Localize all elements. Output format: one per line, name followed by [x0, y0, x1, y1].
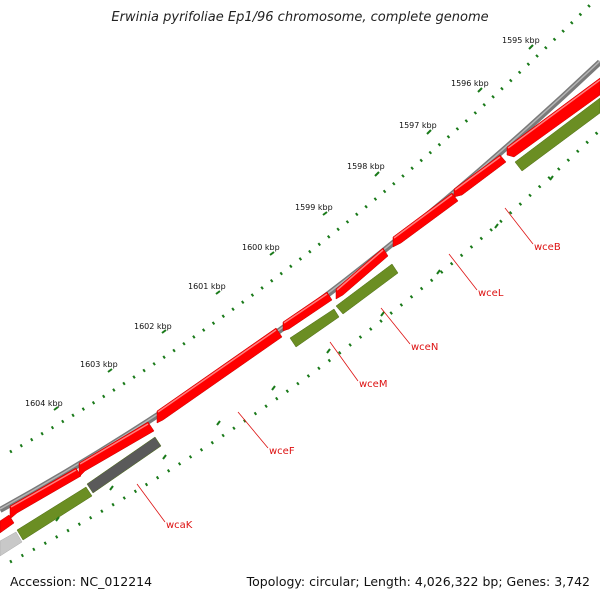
kbp-label-1604: 1604 kbp	[25, 399, 63, 408]
gene-label-wceM: wceM	[359, 379, 387, 390]
kbp-label-1602: 1602 kbp	[134, 322, 172, 331]
gene-edge-fwd	[0, 514, 15, 534]
gene-label-wceF: wceF	[269, 446, 295, 457]
label-leaders	[136, 207, 534, 523]
gene-wcaK-grey	[86, 436, 162, 494]
gene-label-wcaK: wcaK	[166, 520, 193, 531]
map-title: Erwinia pyrifoliae Ep1/96 chromosome, co…	[111, 10, 489, 25]
gene-wceM-part	[282, 291, 333, 332]
gene-label-wceL: wceL	[478, 288, 504, 299]
gene-wceM-rev	[289, 308, 340, 348]
gene-edge-grey	[0, 531, 23, 557]
gene-label-wceB: wceB	[534, 242, 561, 253]
inner-tick-ring	[9, 128, 600, 564]
kbp-label-1603: 1603 kbp	[80, 360, 118, 369]
gene-wceN-rev	[335, 263, 399, 315]
outer-major-ticks	[53, 44, 534, 411]
chromosome-backbone-highlight	[0, 60, 600, 510]
outer-tick-ring	[9, 3, 592, 454]
gene-labels: wceB wceL wceN wceM wceF wcaK	[166, 242, 561, 531]
forward-gene-highlights	[10, 79, 600, 508]
kbp-label-1596: 1596 kbp	[451, 79, 489, 88]
gene-wceB-rev	[514, 97, 600, 172]
gene-wceL	[453, 154, 507, 198]
gene-wceN	[392, 192, 459, 248]
kbp-label-1598: 1598 kbp	[347, 162, 385, 171]
genome-summary-text: Topology: circular; Length: 4,026,322 bp…	[246, 574, 590, 589]
kbp-label-1595: 1595 kbp	[502, 36, 540, 45]
gene-left-fwd	[9, 467, 82, 520]
chromosome-backbone	[0, 59, 600, 513]
gene-left-rev	[16, 486, 93, 541]
gene-label-wceN: wceN	[411, 342, 438, 353]
accession-text: Accession: NC_012214	[10, 574, 153, 589]
kbp-label-1597: 1597 kbp	[399, 121, 437, 130]
gene-wceM-fwd	[335, 247, 389, 300]
scale-labels: 1595 kbp 1596 kbp 1597 kbp 1598 kbp 1599…	[25, 36, 540, 408]
inner-major-ticks	[55, 175, 554, 522]
gene-wceF	[156, 327, 283, 424]
kbp-label-1600: 1600 kbp	[242, 243, 280, 252]
kbp-label-1601: 1601 kbp	[188, 282, 226, 291]
kbp-label-1599: 1599 kbp	[295, 203, 333, 212]
reverse-strand-genes	[0, 97, 600, 557]
